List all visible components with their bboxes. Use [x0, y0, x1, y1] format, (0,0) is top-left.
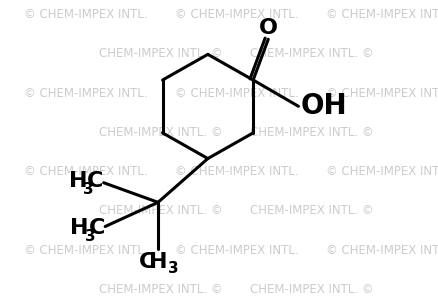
Text: © CHEM-IMPEX INTL.: © CHEM-IMPEX INTL. [325, 87, 438, 100]
Text: CHEM-IMPEX INTL. ©: CHEM-IMPEX INTL. © [99, 126, 223, 139]
Text: H: H [70, 218, 88, 238]
Text: CHEM-IMPEX INTL. ©: CHEM-IMPEX INTL. © [250, 126, 374, 139]
Text: CHEM-IMPEX INTL. ©: CHEM-IMPEX INTL. © [99, 47, 223, 60]
Text: CHEM-IMPEX INTL. ©: CHEM-IMPEX INTL. © [99, 204, 223, 217]
Text: © CHEM-IMPEX INTL.: © CHEM-IMPEX INTL. [175, 8, 298, 21]
Text: C: C [89, 218, 105, 238]
Text: CHEM-IMPEX INTL. ©: CHEM-IMPEX INTL. © [99, 283, 223, 296]
Text: OH: OH [301, 92, 347, 120]
Text: O: O [259, 18, 278, 38]
Text: 3: 3 [83, 182, 94, 197]
Text: CHEM-IMPEX INTL. ©: CHEM-IMPEX INTL. © [250, 283, 374, 296]
Text: © CHEM-IMPEX INTL.: © CHEM-IMPEX INTL. [325, 165, 438, 178]
Text: C: C [87, 171, 104, 191]
Text: 3: 3 [168, 261, 179, 276]
Text: C: C [139, 252, 155, 272]
Text: © CHEM-IMPEX INTL.: © CHEM-IMPEX INTL. [175, 165, 298, 178]
Text: © CHEM-IMPEX INTL.: © CHEM-IMPEX INTL. [325, 8, 438, 21]
Text: 3: 3 [85, 229, 95, 244]
Text: © CHEM-IMPEX INTL.: © CHEM-IMPEX INTL. [24, 87, 147, 100]
Text: © CHEM-IMPEX INTL.: © CHEM-IMPEX INTL. [175, 87, 298, 100]
Text: © CHEM-IMPEX INTL.: © CHEM-IMPEX INTL. [24, 165, 147, 178]
Text: © CHEM-IMPEX INTL.: © CHEM-IMPEX INTL. [175, 244, 298, 257]
Text: CHEM-IMPEX INTL. ©: CHEM-IMPEX INTL. © [250, 47, 374, 60]
Text: H: H [69, 171, 87, 191]
Text: © CHEM-IMPEX INTL.: © CHEM-IMPEX INTL. [24, 8, 147, 21]
Text: CHEM-IMPEX INTL. ©: CHEM-IMPEX INTL. © [250, 204, 374, 217]
Text: © CHEM-IMPEX INTL.: © CHEM-IMPEX INTL. [325, 244, 438, 257]
Text: H: H [148, 252, 167, 272]
Text: © CHEM-IMPEX INTL.: © CHEM-IMPEX INTL. [24, 244, 147, 257]
